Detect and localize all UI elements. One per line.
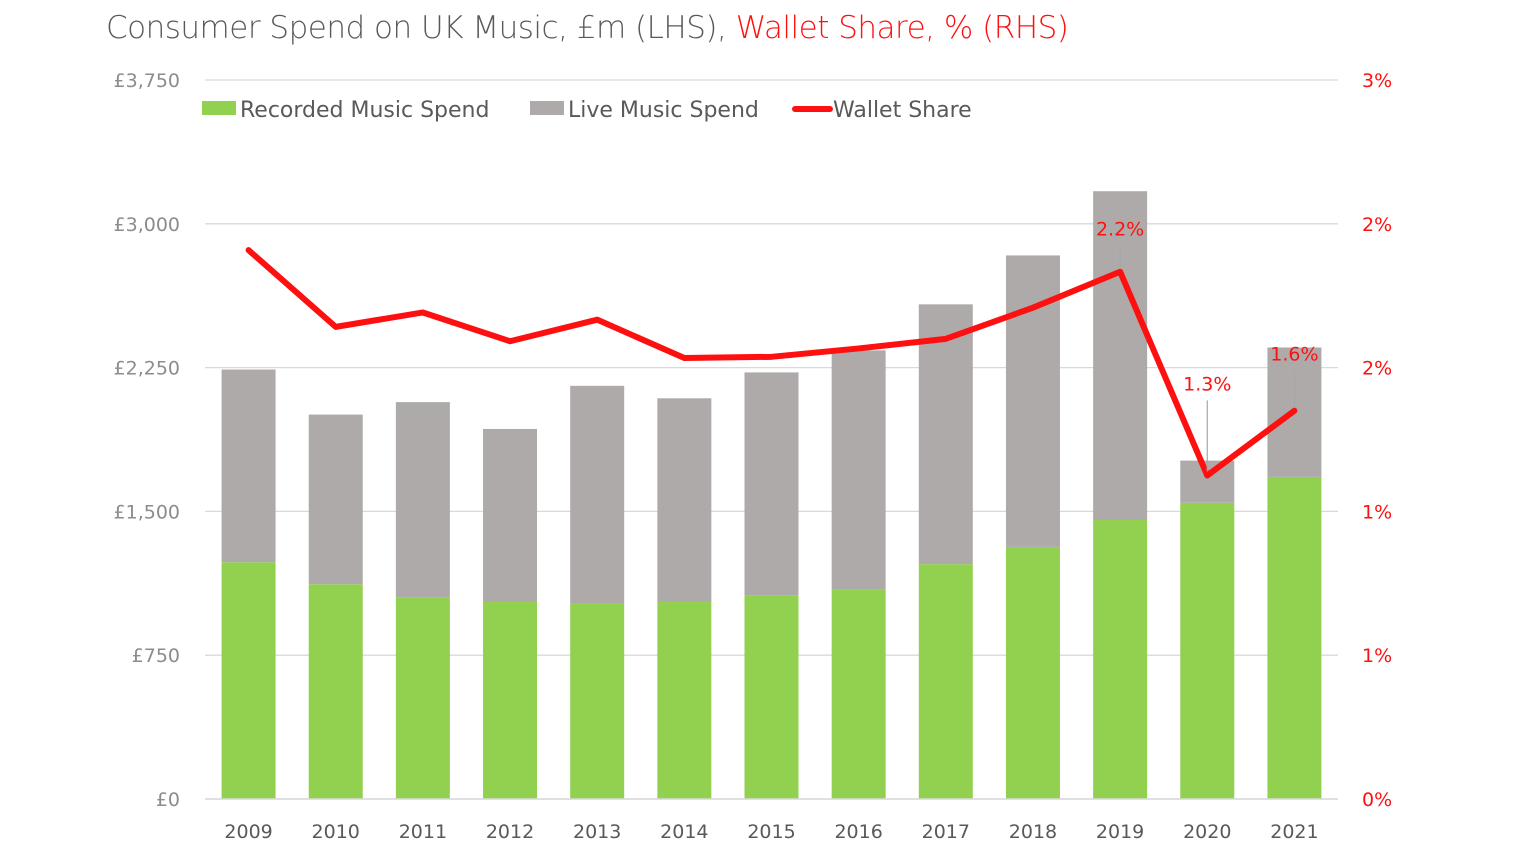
title-main: Consumer Spend on UK Music, £m (LHS), [106,10,727,46]
x-tick-label: 2009 [224,821,272,843]
bar-recorded [918,564,973,799]
chart-title: Consumer Spend on UK Music, £m (LHS), Wa… [106,10,1069,46]
bar-recorded [395,597,450,799]
x-tick-label: 2016 [834,821,882,843]
data-label: 1.3% [1183,373,1231,395]
bar-live [221,369,276,563]
bar-live [657,398,712,602]
y-left-tick-label: £3,000 [114,214,180,236]
bar-recorded [744,595,799,799]
bar-recorded [308,584,363,799]
bar-recorded [1267,476,1322,799]
y-right-tick-label: 1% [1362,645,1392,667]
bar-live [308,414,363,585]
legend-label-recorded: Recorded Music Spend [240,98,489,123]
y-left-tick-label: £1,500 [114,501,180,523]
legend-swatch-recorded [202,101,236,115]
x-tick-label: 2019 [1096,821,1144,843]
y-right-tick-label: 3% [1362,70,1392,92]
data-label: 1.6% [1270,344,1318,366]
bar-recorded [1005,546,1060,799]
y-right-tick-label: 0% [1362,789,1392,811]
wallet-share-line [245,247,1298,479]
bar-recorded [831,589,886,799]
x-tick-label: 2013 [573,821,621,843]
title-highlight: Wallet Share, % (RHS) [735,10,1069,46]
x-tick-label: 2015 [747,821,795,843]
bar-recorded [221,562,276,799]
bar-recorded [570,603,625,799]
legend-label-wallet: Wallet Share [833,98,972,123]
y-left-tick-label: £2,250 [114,358,180,380]
x-tick-label: 2020 [1183,821,1231,843]
x-tick-label: 2011 [399,821,447,843]
data-label: 2.2% [1096,219,1144,241]
x-tick-label: 2014 [660,821,708,843]
bar-live [570,385,625,604]
y-right-tick-label: 2% [1362,214,1392,236]
y-right-tick-label: 2% [1362,358,1392,380]
bar-live [1005,255,1060,547]
legend-swatch-live [530,101,564,115]
x-tick-label: 2018 [1009,821,1057,843]
bar-live [831,350,886,590]
y-left-tick-label: £3,750 [114,70,180,92]
bar-live [395,402,450,598]
bar-recorded [483,601,538,799]
bar-recorded [1180,502,1235,799]
bar-recorded [1093,520,1148,799]
x-tick-label: 2017 [922,821,970,843]
legend-label-live: Live Music Spend [568,98,759,123]
x-tick-label: 2010 [312,821,360,843]
y-right-tick-label: 1% [1362,501,1392,523]
bar-live [483,428,538,602]
bar-live [744,372,799,596]
y-left-tick-label: £0 [156,789,180,811]
bar-live [918,304,973,565]
x-tick-label: 2021 [1270,821,1318,843]
x-tick-label: 2012 [486,821,534,843]
y-left-tick-label: £750 [132,645,180,667]
bar-recorded [657,601,712,799]
